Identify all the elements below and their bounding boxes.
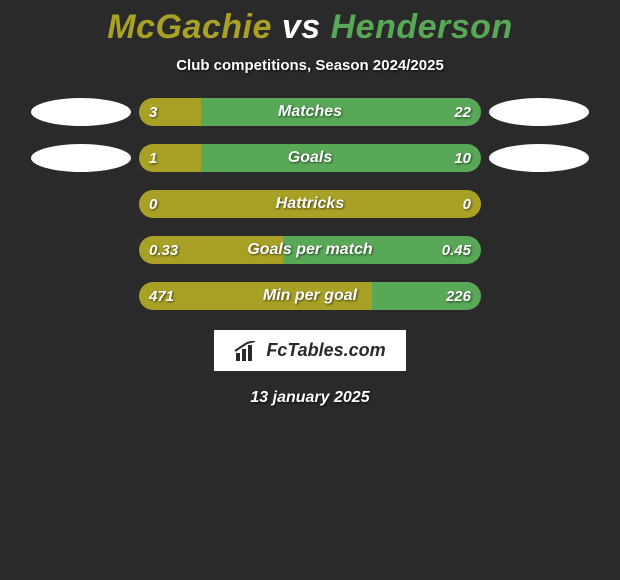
stat-bar: 471226Min per goal bbox=[139, 282, 481, 310]
stat-label: Hattricks bbox=[139, 190, 481, 218]
player2-badge bbox=[489, 144, 589, 172]
stats-rows: 322Matches 110Goals 00Hattricks 0.330.45Goa… bbox=[0, 98, 620, 310]
stat-label: Min per goal bbox=[139, 282, 481, 310]
player1-badge bbox=[31, 98, 131, 126]
stat-row: 322Matches bbox=[0, 98, 620, 126]
stat-row: 00Hattricks bbox=[0, 190, 620, 218]
stat-row: 0.330.45Goals per match bbox=[0, 236, 620, 264]
stat-row: 110Goals bbox=[0, 144, 620, 172]
stat-label: Goals bbox=[139, 144, 481, 172]
stat-bar: 322Matches bbox=[139, 98, 481, 126]
player2-badge bbox=[489, 98, 589, 126]
stat-row: 471226Min per goal bbox=[0, 282, 620, 310]
stat-label: Goals per match bbox=[139, 236, 481, 264]
vs-separator: vs bbox=[272, 8, 331, 46]
stat-bar: 110Goals bbox=[139, 144, 481, 172]
player1-name: McGachie bbox=[107, 8, 272, 46]
subtitle: Club competitions, Season 2024/2025 bbox=[176, 57, 444, 74]
stat-bar: 0.330.45Goals per match bbox=[139, 236, 481, 264]
chart-icon bbox=[234, 341, 260, 361]
player2-name: Henderson bbox=[331, 8, 513, 46]
branding-text: FcTables.com bbox=[266, 340, 385, 361]
date-label: 13 january 2025 bbox=[250, 389, 369, 407]
branding-badge: FcTables.com bbox=[214, 330, 405, 371]
player1-badge bbox=[31, 144, 131, 172]
stat-label: Matches bbox=[139, 98, 481, 126]
stat-bar: 00Hattricks bbox=[139, 190, 481, 218]
comparison-title: McGachie vs Henderson bbox=[107, 8, 512, 47]
